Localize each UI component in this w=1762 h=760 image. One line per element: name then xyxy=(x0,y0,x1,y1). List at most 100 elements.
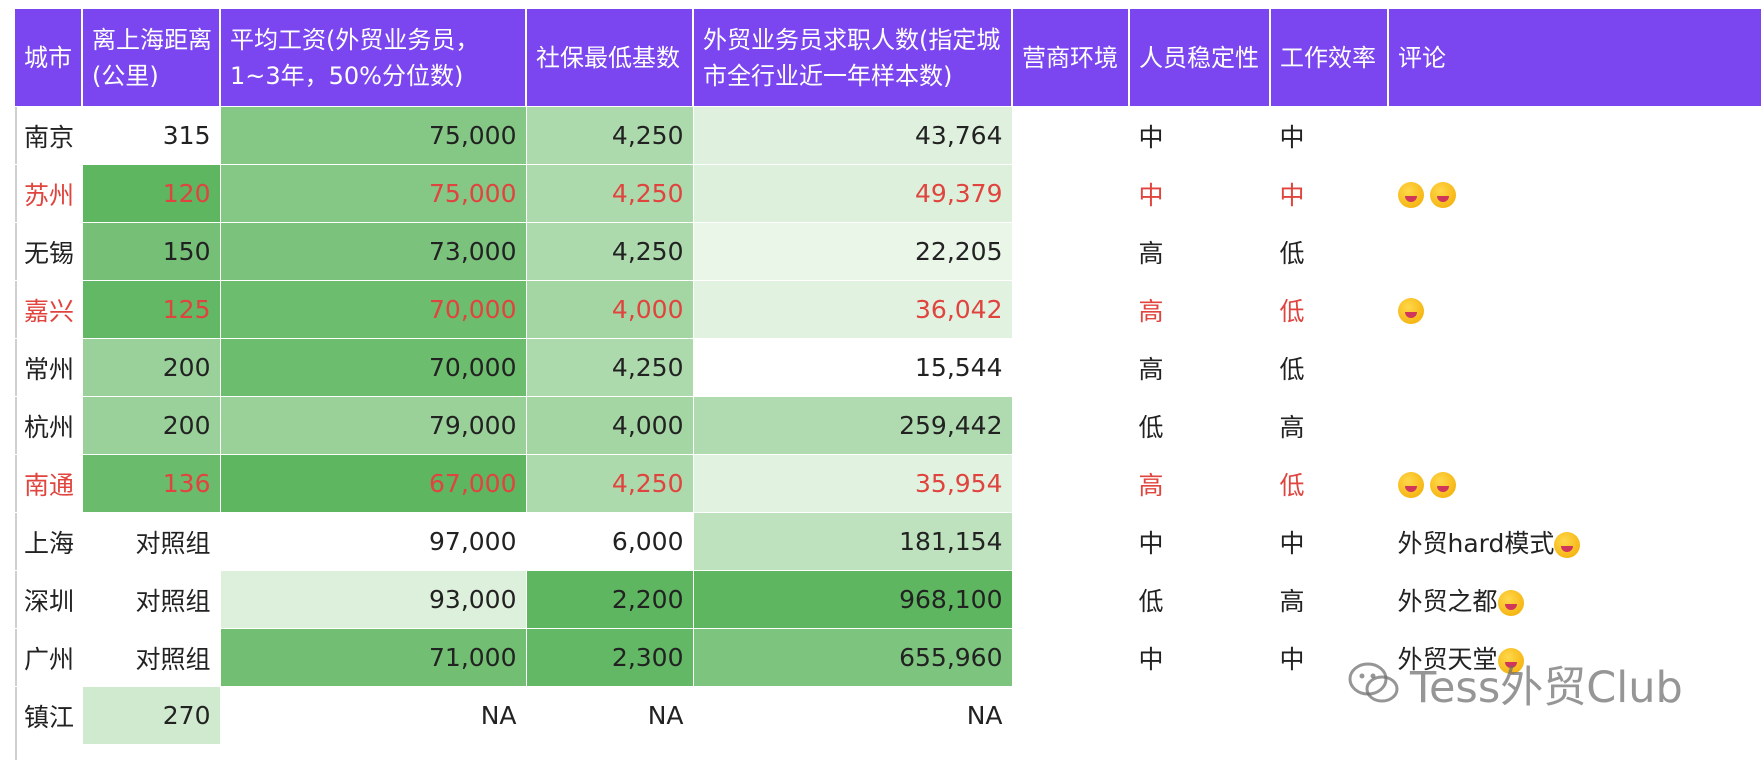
cell-efficiency[interactable]: 低 xyxy=(1270,222,1389,281)
cell-distance[interactable]: 125 xyxy=(82,280,221,339)
cell-distance[interactable]: 136 xyxy=(82,454,221,513)
cell-distance[interactable]: 270 xyxy=(82,686,221,744)
cell-efficiency[interactable]: 高 xyxy=(1270,570,1389,629)
cell-comment[interactable]: 外贸之都 xyxy=(1388,570,1762,629)
cell-distance[interactable]: 200 xyxy=(82,396,221,455)
cell-applicants[interactable]: 259,442 xyxy=(693,396,1013,455)
cell-distance[interactable]: 150 xyxy=(82,222,221,281)
cell-efficiency[interactable]: 低 xyxy=(1270,280,1389,339)
cell-business-env[interactable] xyxy=(1012,686,1130,744)
cell-stability[interactable]: 中 xyxy=(1129,164,1271,223)
cell-applicants[interactable]: 22,205 xyxy=(693,222,1013,281)
cell-salary[interactable]: 97,000 xyxy=(220,512,527,571)
cell-efficiency[interactable]: 低 xyxy=(1270,454,1389,513)
cell-city[interactable]: 南京 xyxy=(15,106,83,165)
cell-city[interactable]: 苏州 xyxy=(15,164,83,223)
cell-business-env[interactable] xyxy=(1012,396,1130,455)
cell-business-env[interactable] xyxy=(1012,570,1130,629)
cell-social-base[interactable]: 2,200 xyxy=(526,570,694,629)
cell-social-base[interactable]: 6,000 xyxy=(526,512,694,571)
cell-applicants[interactable]: NA xyxy=(693,686,1013,744)
cell-business-env[interactable] xyxy=(1012,222,1130,281)
cell-applicants[interactable]: 181,154 xyxy=(693,512,1013,571)
header-distance[interactable]: 离上海距离(公里) xyxy=(82,9,221,107)
cell-business-env[interactable] xyxy=(1012,512,1130,571)
cell-social-base[interactable]: 4,250 xyxy=(526,454,694,513)
cell-social-base[interactable]: 4,250 xyxy=(526,106,694,165)
cell-city[interactable]: 镇江 xyxy=(15,686,83,744)
cell-distance[interactable]: 200 xyxy=(82,338,221,397)
cell-comment[interactable] xyxy=(1388,686,1762,744)
cell-efficiency[interactable]: 高 xyxy=(1270,396,1389,455)
header-applicants[interactable]: 外贸业务员求职人数(指定城市全行业近一年样本数) xyxy=(693,9,1013,107)
cell-stability[interactable]: 中 xyxy=(1129,106,1271,165)
header-stability[interactable]: 人员稳定性 xyxy=(1129,9,1271,107)
cell-social-base[interactable]: 4,250 xyxy=(526,222,694,281)
cell-efficiency[interactable]: 中 xyxy=(1270,512,1389,571)
cell-stability[interactable]: 低 xyxy=(1129,570,1271,629)
cell-efficiency[interactable]: 中 xyxy=(1270,164,1389,223)
cell-comment[interactable]: 外贸hard模式 xyxy=(1388,512,1762,571)
cell-comment[interactable] xyxy=(1388,338,1762,397)
cell-city[interactable]: 杭州 xyxy=(15,396,83,455)
cell-stability[interactable] xyxy=(1129,686,1271,744)
cell-city[interactable]: 上海 xyxy=(15,512,83,571)
cell-applicants[interactable]: 36,042 xyxy=(693,280,1013,339)
header-efficiency[interactable]: 工作效率 xyxy=(1270,9,1389,107)
cell-distance[interactable]: 对照组 xyxy=(82,570,221,629)
cell-applicants[interactable]: 15,544 xyxy=(693,338,1013,397)
cell-city[interactable]: 常州 xyxy=(15,338,83,397)
cell-applicants[interactable]: 49,379 xyxy=(693,164,1013,223)
cell-comment[interactable] xyxy=(1388,164,1762,223)
cell-social-base[interactable]: NA xyxy=(526,686,694,744)
cell-city[interactable]: 嘉兴 xyxy=(15,280,83,339)
cell-distance[interactable]: 对照组 xyxy=(82,628,221,687)
header-comment[interactable]: 评论 xyxy=(1388,9,1762,107)
cell-business-env[interactable] xyxy=(1012,164,1130,223)
cell-salary[interactable]: 70,000 xyxy=(220,280,527,339)
cell-salary[interactable]: 93,000 xyxy=(220,570,527,629)
cell-distance[interactable]: 315 xyxy=(82,106,221,165)
cell-salary[interactable]: 67,000 xyxy=(220,454,527,513)
cell-efficiency[interactable]: 中 xyxy=(1270,106,1389,165)
cell-business-env[interactable] xyxy=(1012,454,1130,513)
header-city[interactable]: 城市 xyxy=(15,9,83,107)
cell-applicants[interactable]: 35,954 xyxy=(693,454,1013,513)
cell-city[interactable]: 深圳 xyxy=(15,570,83,629)
cell-applicants[interactable]: 968,100 xyxy=(693,570,1013,629)
cell-social-base[interactable]: 4,000 xyxy=(526,280,694,339)
header-business-env[interactable]: 营商环境 xyxy=(1012,9,1130,107)
cell-efficiency[interactable]: 低 xyxy=(1270,338,1389,397)
cell-city[interactable]: 广州 xyxy=(15,628,83,687)
cell-salary[interactable]: 70,000 xyxy=(220,338,527,397)
cell-stability[interactable]: 高 xyxy=(1129,222,1271,281)
cell-salary[interactable]: 73,000 xyxy=(220,222,527,281)
cell-salary[interactable]: NA xyxy=(220,686,527,744)
cell-distance[interactable]: 对照组 xyxy=(82,512,221,571)
cell-business-env[interactable] xyxy=(1012,106,1130,165)
cell-salary[interactable]: 79,000 xyxy=(220,396,527,455)
cell-stability[interactable]: 低 xyxy=(1129,396,1271,455)
cell-applicants[interactable]: 655,960 xyxy=(693,628,1013,687)
cell-stability[interactable]: 中 xyxy=(1129,628,1271,687)
cell-distance[interactable]: 120 xyxy=(82,164,221,223)
header-social-base[interactable]: 社保最低基数 xyxy=(526,9,694,107)
cell-applicants[interactable]: 43,764 xyxy=(693,106,1013,165)
cell-city[interactable]: 南通 xyxy=(15,454,83,513)
cell-stability[interactable]: 高 xyxy=(1129,280,1271,339)
cell-social-base[interactable]: 4,250 xyxy=(526,338,694,397)
cell-comment[interactable] xyxy=(1388,454,1762,513)
cell-comment[interactable] xyxy=(1388,280,1762,339)
cell-business-env[interactable] xyxy=(1012,628,1130,687)
cell-stability[interactable]: 高 xyxy=(1129,454,1271,513)
cell-stability[interactable]: 中 xyxy=(1129,512,1271,571)
header-salary[interactable]: 平均工资(外贸业务员，1~3年，50%分位数) xyxy=(220,9,527,107)
cell-social-base[interactable]: 4,250 xyxy=(526,164,694,223)
cell-comment[interactable] xyxy=(1388,106,1762,165)
cell-social-base[interactable]: 4,000 xyxy=(526,396,694,455)
cell-efficiency[interactable]: 中 xyxy=(1270,628,1389,687)
cell-salary[interactable]: 71,000 xyxy=(220,628,527,687)
cell-city[interactable]: 无锡 xyxy=(15,222,83,281)
cell-stability[interactable]: 高 xyxy=(1129,338,1271,397)
cell-social-base[interactable]: 2,300 xyxy=(526,628,694,687)
